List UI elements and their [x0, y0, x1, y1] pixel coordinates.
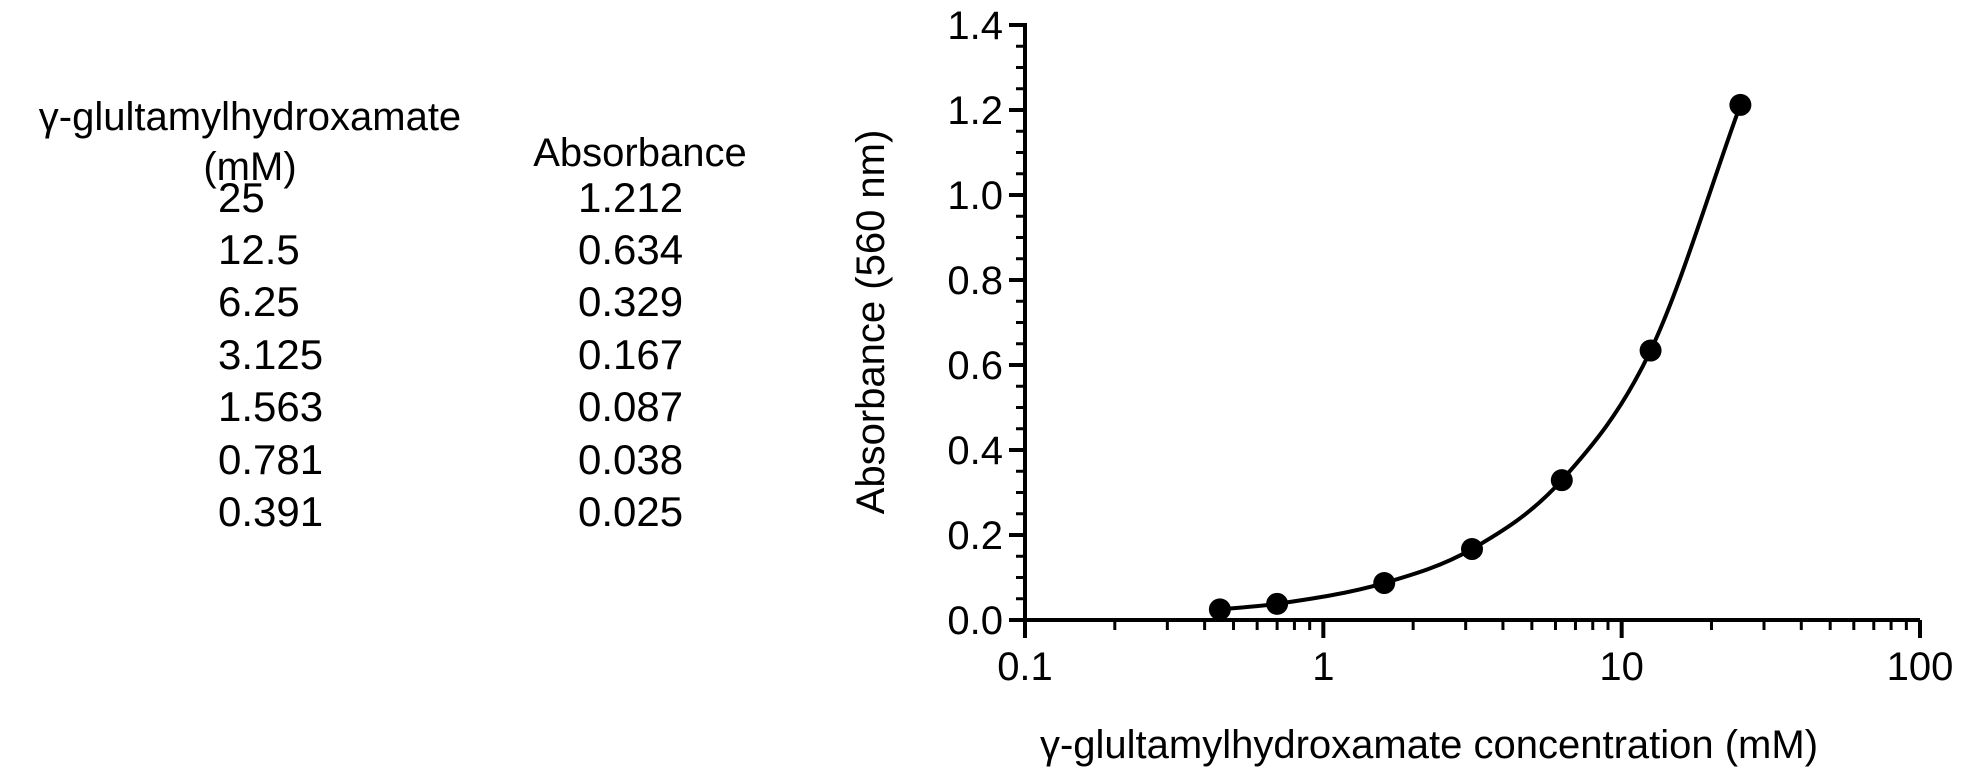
- table-cell-conc: 12.5: [218, 226, 300, 273]
- fit-curve: [1219, 104, 1743, 612]
- chart-axes: 0.0 0.2 0.4 0.6 0.8 1.0 1.2 1.4 0.1 1 10 100: [947, 4, 1953, 689]
- y-tick-label: 1.0: [947, 174, 1003, 218]
- x-tick-label: 100: [1887, 645, 1954, 689]
- absorbance-column-header: Absorbance: [533, 131, 747, 175]
- table-cell-abs: 0.038: [578, 436, 684, 483]
- data-point: [1373, 572, 1396, 595]
- data-point: [1729, 93, 1752, 116]
- table-cell-conc: 0.781: [218, 436, 324, 483]
- x-tick-label: 1: [1312, 645, 1334, 689]
- data-points: [1208, 93, 1752, 621]
- table-cell-conc: 0.391: [218, 488, 324, 535]
- data-point: [1550, 469, 1573, 492]
- concentration-header-line1: γ-glultamylhydroxamate: [38, 95, 462, 139]
- table-cell-conc: 1.563: [218, 383, 324, 430]
- table-cell-abs: 0.087: [578, 383, 684, 430]
- y-tick-label: 1.4: [947, 4, 1003, 48]
- table-cell-abs: 0.329: [578, 278, 684, 325]
- y-tick-label: 0.0: [947, 599, 1003, 643]
- table-cell-conc: 3.125: [218, 331, 324, 378]
- concentration-column-header: γ-glultamylhydroxamate (mM): [0, 92, 500, 192]
- table-cell-abs: 0.167: [578, 331, 684, 378]
- y-tick-label: 0.2: [947, 514, 1003, 558]
- x-tick-label: 0.1: [997, 645, 1053, 689]
- table-cell-conc: 6.25: [218, 278, 300, 325]
- table-cell-abs: 0.025: [578, 488, 684, 535]
- table-cell-abs: 0.634: [578, 226, 684, 273]
- data-point: [1460, 538, 1483, 561]
- table-cell-abs: 1.212: [578, 174, 684, 221]
- x-axis-label: γ-glultamylhydroxamate concentration (mM…: [1040, 723, 1818, 767]
- y-tick-label: 0.6: [947, 344, 1003, 388]
- y-axis-label: Absorbance (560 nm): [849, 130, 893, 515]
- y-tick-label: 0.8: [947, 259, 1003, 303]
- data-point: [1266, 592, 1289, 615]
- x-tick-label: 10: [1599, 645, 1644, 689]
- y-tick-label: 0.4: [947, 429, 1003, 473]
- data-point: [1639, 339, 1662, 362]
- data-point: [1208, 598, 1231, 621]
- y-tick-label: 1.2: [947, 89, 1003, 133]
- concentration-header-line2: (mM): [203, 145, 297, 189]
- table-cell-conc: 25: [218, 174, 265, 221]
- data-table: γ-glultamylhydroxamate (mM) Absorbance 2…: [0, 0, 820, 771]
